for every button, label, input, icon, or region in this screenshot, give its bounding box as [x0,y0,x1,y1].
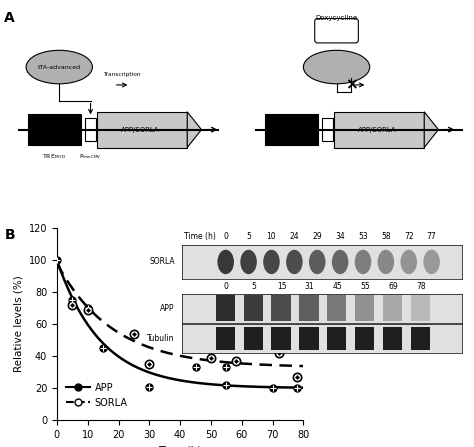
Text: APP/SORLA: APP/SORLA [120,127,159,133]
Bar [322,118,333,141]
Bar [216,295,235,321]
Text: TRE$_{\rm MOD}$: TRE$_{\rm MOD}$ [42,152,67,161]
Text: 55: 55 [361,282,370,291]
Text: 0: 0 [223,232,228,241]
Text: 45: 45 [333,282,342,291]
Text: 78: 78 [417,282,426,291]
Bar [85,118,96,141]
Text: 34: 34 [335,232,345,241]
Legend: APP, SORLA: APP, SORLA [62,379,132,412]
Polygon shape [424,112,438,148]
Text: 29: 29 [312,232,322,241]
Ellipse shape [263,250,280,274]
Ellipse shape [240,250,257,274]
Bar [383,295,402,321]
Text: 15: 15 [277,282,286,291]
Bar [334,112,424,148]
Text: APP/SORLA: APP/SORLA [357,127,396,133]
Text: 10: 10 [267,232,276,241]
Text: 24: 24 [290,232,299,241]
Bar [356,327,374,350]
Bar [411,327,430,350]
Text: 0: 0 [223,282,228,291]
Bar [272,295,291,321]
Ellipse shape [423,250,440,274]
Bar [356,295,374,321]
Bar [244,295,263,321]
Text: APP: APP [160,304,175,313]
Text: Tubulin: Tubulin [147,334,175,343]
Bar [328,295,346,321]
Ellipse shape [303,50,370,84]
Ellipse shape [218,250,234,274]
Text: ×: × [345,77,357,93]
Ellipse shape [26,50,92,84]
Bar [28,114,81,145]
Text: 5: 5 [251,282,256,291]
Text: Time (h): Time (h) [184,232,216,241]
Text: 58: 58 [381,232,391,241]
Text: SORLA: SORLA [149,257,175,266]
Polygon shape [187,112,201,148]
Text: 72: 72 [404,232,414,241]
Bar [383,327,402,350]
Text: P$_{\rm minCMV}$: P$_{\rm minCMV}$ [79,152,102,161]
FancyBboxPatch shape [315,18,358,43]
Bar [300,295,319,321]
Text: 77: 77 [427,232,437,241]
Ellipse shape [332,250,348,274]
Text: 5: 5 [246,232,251,241]
Bar [272,327,291,350]
Text: Transcription: Transcription [103,72,141,77]
Text: 53: 53 [358,232,368,241]
Text: 69: 69 [389,282,398,291]
Text: A: A [4,11,14,25]
Bar [265,114,318,145]
Ellipse shape [355,250,371,274]
Ellipse shape [286,250,302,274]
Text: 31: 31 [305,282,314,291]
Text: tTA-advanced: tTA-advanced [38,64,81,70]
Text: Doxycycline: Doxycycline [316,15,357,21]
X-axis label: Time (h): Time (h) [158,446,202,447]
Ellipse shape [309,250,326,274]
Text: B: B [5,228,15,242]
Ellipse shape [401,250,417,274]
Bar [97,112,187,148]
Y-axis label: Relative levels (%): Relative levels (%) [13,276,23,372]
Bar [300,327,319,350]
Bar [216,327,235,350]
Bar [244,327,263,350]
Bar [411,295,430,321]
Ellipse shape [378,250,394,274]
Bar [328,327,346,350]
